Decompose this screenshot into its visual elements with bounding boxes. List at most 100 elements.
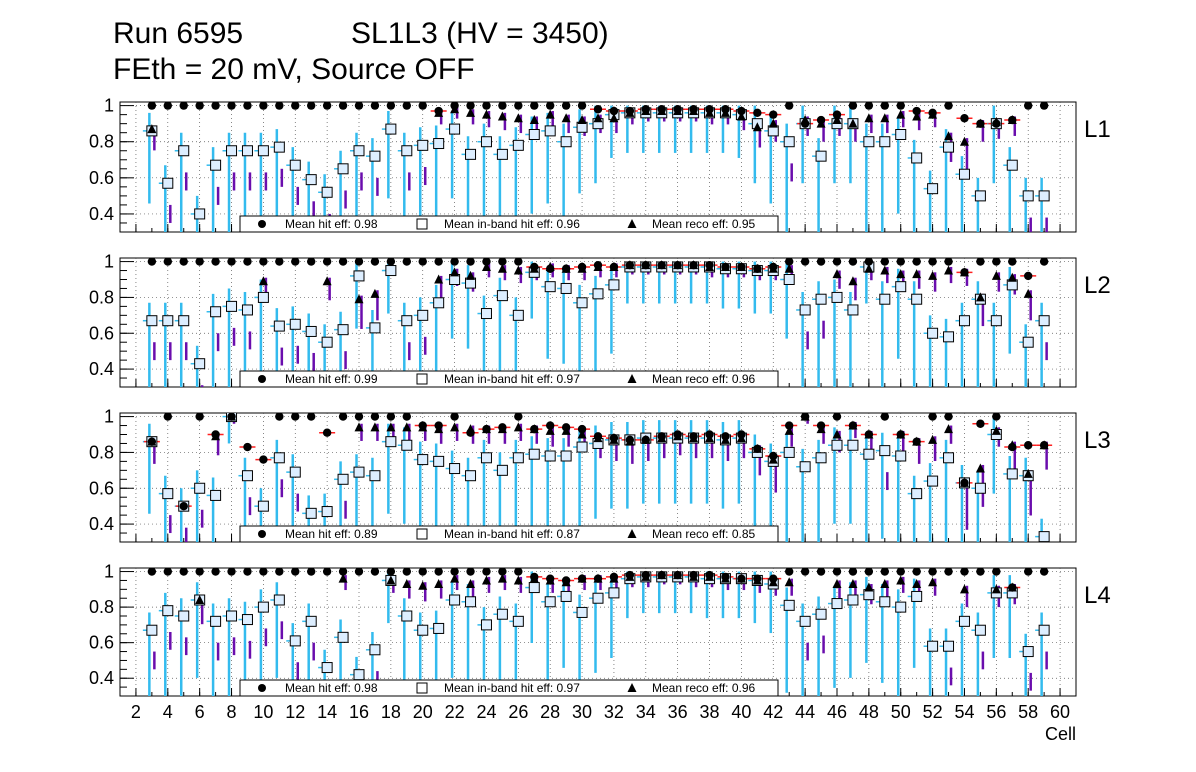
inband-marker — [863, 448, 875, 460]
hit-marker — [354, 102, 364, 110]
hit-marker — [769, 574, 778, 583]
legend-reco-label: Mean reco eff: 0.96 — [652, 681, 756, 695]
inband-marker — [799, 461, 811, 473]
hit-marker — [705, 430, 714, 439]
reco-marker — [450, 267, 460, 277]
inband-marker — [385, 436, 397, 448]
inband-marker — [544, 281, 556, 293]
inband-marker — [608, 587, 620, 599]
y-tick-label: 0.4 — [89, 668, 114, 688]
hit-marker — [530, 262, 539, 272]
hit-marker — [625, 106, 635, 116]
hit-marker — [577, 424, 587, 434]
hit-marker — [832, 258, 842, 266]
reco-marker — [959, 136, 969, 146]
hit-marker — [450, 413, 459, 421]
hit-marker — [546, 102, 555, 110]
reco-marker — [354, 294, 364, 304]
hit-marker — [928, 258, 937, 266]
inband-marker — [911, 152, 923, 164]
inband-marker — [480, 308, 492, 320]
hit-marker — [689, 105, 698, 114]
inband-marker — [512, 452, 524, 464]
inband-marker — [337, 473, 349, 485]
hit-marker — [848, 421, 858, 430]
hit-marker — [928, 568, 937, 576]
inband-marker — [958, 315, 970, 327]
reco-marker — [896, 109, 906, 119]
inband-marker — [943, 452, 955, 464]
reco-marker — [450, 422, 460, 432]
inband-marker — [831, 598, 843, 610]
legend-reco-label: Mean reco eff: 0.85 — [652, 527, 756, 541]
hit-marker — [211, 102, 220, 110]
hit-marker — [291, 102, 300, 110]
reco-marker — [975, 463, 985, 473]
reco-marker — [1023, 468, 1033, 478]
hit-marker — [721, 105, 730, 114]
legend-hit-label: Mean hit eff: 0.98 — [285, 217, 378, 231]
x-tick-label: 26 — [508, 702, 528, 722]
hit-marker — [912, 437, 921, 446]
hit-marker — [816, 258, 826, 266]
x-tick-label: 54 — [954, 702, 974, 722]
hit-marker — [498, 568, 507, 576]
x-tick-label: 4 — [163, 702, 173, 722]
hit-marker — [593, 105, 603, 114]
hit-marker — [673, 430, 682, 439]
hit-marker — [705, 260, 714, 270]
hit-marker — [832, 568, 842, 576]
reco-marker — [880, 113, 890, 123]
inband-marker — [226, 145, 238, 157]
reco-marker — [912, 579, 922, 588]
reco-marker — [481, 261, 491, 271]
hit-marker — [338, 258, 348, 266]
hit-marker — [354, 568, 364, 576]
inband-marker — [162, 488, 174, 500]
legend-reco-marker — [627, 219, 637, 228]
legend-hit-label: Mean hit eff: 0.99 — [285, 372, 378, 386]
hit-marker — [689, 570, 698, 580]
inband-marker — [337, 631, 349, 643]
reco-marker — [864, 113, 874, 123]
legend-hit-marker — [258, 220, 266, 228]
inband-marker — [433, 455, 445, 467]
inband-marker — [465, 596, 477, 608]
inband-marker — [178, 315, 190, 327]
panels-group: 0.4 0.6 0.8 1 L1 Mean hit eff: 0.98 Mean in-ba… — [89, 96, 1111, 697]
reco-marker — [370, 288, 380, 298]
inband-marker — [353, 669, 365, 681]
inband-marker — [1038, 315, 1050, 327]
hit-marker — [370, 568, 380, 576]
x-tick-label: 12 — [285, 702, 305, 722]
hit-marker — [259, 102, 268, 110]
x-tick-label: 10 — [253, 702, 273, 722]
hit-marker — [418, 568, 427, 576]
hit-marker — [944, 413, 953, 421]
inband-marker — [592, 592, 604, 604]
inband-marker — [369, 150, 381, 162]
reco-marker — [752, 122, 762, 132]
inband-marker — [879, 136, 891, 148]
reco-marker — [450, 573, 460, 583]
hit-marker — [147, 437, 157, 446]
hit-marker — [163, 568, 172, 576]
hit-marker — [179, 501, 188, 511]
y-tick-label: 0.6 — [89, 323, 114, 343]
inband-marker — [273, 320, 285, 332]
hit-marker — [370, 258, 380, 266]
hit-marker — [147, 568, 157, 576]
hit-marker — [370, 413, 380, 421]
inband-marker — [321, 186, 333, 198]
inband-marker — [146, 624, 158, 636]
reco-marker — [832, 269, 842, 279]
reco-marker — [944, 265, 954, 275]
y-tick-label: 1 — [104, 562, 114, 582]
inband-marker — [544, 596, 556, 608]
hit-marker — [163, 258, 172, 266]
reco-marker — [848, 118, 858, 128]
reco-marker — [736, 111, 746, 121]
hit-marker — [291, 258, 300, 266]
reco-marker — [434, 274, 444, 284]
